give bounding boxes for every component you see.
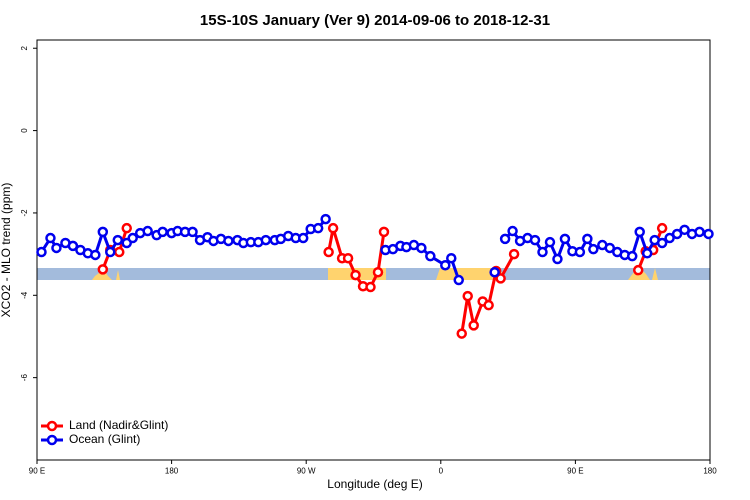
data-point: [499, 233, 511, 245]
y-axis-label: XCO2 - MLO trend (ppm): [0, 183, 13, 318]
data-point: [320, 213, 331, 225]
data-point: [416, 242, 427, 254]
data-point: [372, 266, 384, 278]
data-point: [664, 232, 675, 244]
data-point: [90, 249, 101, 261]
data-point: [453, 274, 464, 286]
data-point: [97, 226, 109, 238]
data-point: [365, 281, 376, 293]
data-point: [121, 222, 132, 234]
y-tick-label: 0: [20, 128, 29, 133]
data-point: [51, 242, 62, 254]
legend-label: Ocean (Glint): [69, 432, 140, 446]
data-point: [297, 232, 309, 244]
data-point: [671, 228, 683, 240]
data-point: [495, 273, 506, 284]
data-point: [574, 246, 586, 258]
legend-label: Land (Nadir&Glint): [69, 418, 168, 432]
data-point: [582, 233, 593, 245]
data-point: [656, 222, 668, 234]
data-point: [440, 259, 451, 271]
chart-title: 15S-10S January (Ver 9) 2014-09-06 to 20…: [200, 12, 550, 29]
y-tick-label: -4: [20, 291, 29, 299]
data-point: [446, 252, 457, 264]
data-point: [105, 246, 116, 258]
land-strip: [92, 270, 120, 280]
data-point: [323, 246, 334, 258]
data-point: [45, 232, 56, 244]
data-point: [632, 264, 644, 276]
x-tick-label: 90 W: [297, 467, 316, 476]
data-point: [312, 222, 324, 234]
data-point: [559, 233, 571, 245]
data-point: [508, 248, 520, 260]
x-tick-label: 90 E: [567, 467, 583, 476]
x-tick-label: 180: [703, 467, 717, 476]
data-point: [260, 234, 272, 246]
data-point: [425, 250, 436, 262]
data-point: [641, 248, 653, 259]
data-point: [114, 246, 125, 258]
land-strip: [436, 268, 505, 280]
data-point: [462, 290, 473, 302]
data-point: [552, 253, 563, 265]
y-tick-label: -6: [20, 374, 29, 382]
data-point: [127, 232, 138, 244]
data-point: [703, 228, 714, 240]
data-point: [378, 226, 390, 238]
x-tick-label: 90 E: [29, 467, 45, 476]
data-point: [634, 226, 645, 238]
x-axis-label: Longitude (deg E): [327, 477, 422, 491]
data-point: [223, 235, 234, 247]
data-point: [468, 320, 479, 331]
data-point: [679, 224, 690, 236]
data-point: [489, 266, 500, 278]
data-point: [604, 242, 616, 254]
data-point: [529, 234, 541, 246]
data-point: [97, 264, 109, 275]
legend-swatch-point: [46, 420, 58, 432]
data-point: [36, 246, 47, 258]
data-point: [187, 226, 198, 238]
data-point: [142, 225, 153, 237]
data-point: [350, 269, 361, 281]
data-point: [112, 234, 124, 246]
legend-swatch-point: [46, 434, 58, 446]
data-point: [456, 328, 467, 339]
data-point: [544, 236, 556, 248]
data-point: [656, 237, 668, 249]
data-point: [626, 250, 638, 262]
data-point: [694, 226, 705, 238]
data-point: [342, 252, 354, 264]
data-point: [327, 222, 339, 234]
y-tick-label: 2: [20, 45, 29, 50]
x-tick-label: 0: [439, 467, 444, 476]
data-point: [507, 225, 518, 237]
y-tick-label: -2: [20, 209, 29, 217]
data-point: [483, 299, 494, 311]
data-point: [157, 226, 168, 238]
x-tick-label: 180: [165, 467, 179, 476]
data-point: [67, 240, 79, 252]
data-point: [537, 246, 548, 258]
data-point: [588, 243, 599, 255]
